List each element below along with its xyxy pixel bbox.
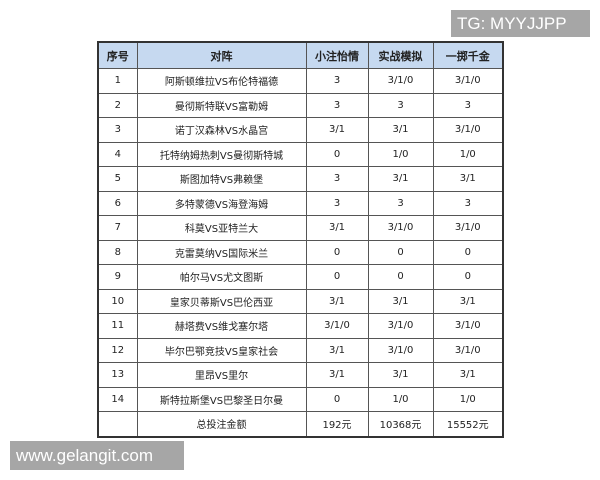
table-cell: 0 [432,239,504,265]
table-cell: 斯图加特VS弗赖堡 [136,166,307,192]
table-row: 13 里昂VS里尔 3/1 3/1 3/1 [97,362,504,388]
table-cell: 帕尔马VS尤文图斯 [136,264,307,290]
table-cell: 3/1 [432,166,504,192]
table-cell: 3 [305,190,369,216]
table-cell: 3/1 [432,288,504,314]
table-row: 6 多特蒙德VS海登海姆 3 3 3 [97,190,504,216]
table-cell: 9 [97,264,138,290]
table-cell: 3/1/0 [432,337,504,363]
table-cell: 3/1/0 [367,313,434,339]
table-cell: 3 [305,166,369,192]
table-cell: 0 [305,264,369,290]
table-cell: 1/0 [432,141,504,167]
column-header: 小注怡情 [305,41,369,69]
table-cell: 5 [97,166,138,192]
table-cell: 3/1/0 [432,117,504,143]
table-cell: 1/0 [367,141,434,167]
table-cell: 0 [305,386,369,412]
table-row: 10 皇家贝蒂斯VS巴伦西亚 3/1 3/1 3/1 [97,288,504,314]
betting-table: 序号 对阵 小注怡情 实战模拟 一掷千金 1 阿斯顿维拉VS布伦特福德 3 3/1/0 3/1/… [97,41,504,438]
table-cell: 10 [97,288,138,314]
table-row: 14 斯特拉斯堡VS巴黎圣日尔曼 0 1/0 1/0 [97,386,504,412]
total-value: 15552元 [432,411,504,437]
table-row: 3 诺丁汉森林VS水晶宫 3/1 3/1 3/1/0 [97,117,504,143]
table-cell: 0 [432,264,504,290]
table-cell: 2 [97,92,138,118]
table-cell: 3/1 [367,288,434,314]
table-cell: 12 [97,337,138,363]
table-cell: 11 [97,313,138,339]
table-cell: 3/1 [305,215,369,241]
table-row: 4 托特纳姆热刺VS曼彻斯特城 0 1/0 1/0 [97,141,504,167]
table-cell: 3/1/0 [432,68,504,94]
table-cell: 3 [305,92,369,118]
table-cell: 毕尔巴鄂竞技VS皇家社会 [136,337,307,363]
table-cell: 6 [97,190,138,216]
table-row: 5 斯图加特VS弗赖堡 3 3/1 3/1 [97,166,504,192]
total-row: 总投注金额 192元 10368元 15552元 [97,411,504,437]
table-cell: 托特纳姆热刺VS曼彻斯特城 [136,141,307,167]
table-cell: 3/1/0 [305,313,369,339]
table-row: 7 科莫VS亚特兰大 3/1 3/1/0 3/1/0 [97,215,504,241]
table-cell: 3 [367,92,434,118]
table-cell: 0 [305,141,369,167]
watermark-tg: TG: MYYJJPP [451,10,590,37]
table-cell: 1/0 [367,386,434,412]
table-cell: 3 [305,68,369,94]
table-cell: 赫塔费VS维戈塞尔塔 [136,313,307,339]
table-cell: 3 [432,92,504,118]
column-header: 实战模拟 [367,41,434,69]
table-cell: 克雷莫纳VS国际米兰 [136,239,307,265]
table-row: 9 帕尔马VS尤文图斯 0 0 0 [97,264,504,290]
table-cell [97,411,138,437]
table-cell: 斯特拉斯堡VS巴黎圣日尔曼 [136,386,307,412]
table-cell: 7 [97,215,138,241]
table-cell: 3 [97,117,138,143]
table-cell: 科莫VS亚特兰大 [136,215,307,241]
table-cell: 0 [305,239,369,265]
table-cell: 0 [367,264,434,290]
column-header: 序号 [97,41,138,69]
table-row: 12 毕尔巴鄂竞技VS皇家社会 3/1 3/1/0 3/1/0 [97,337,504,363]
table-cell: 14 [97,386,138,412]
table-cell: 多特蒙德VS海登海姆 [136,190,307,216]
table-cell: 3/1/0 [367,68,434,94]
table-cell: 3 [432,190,504,216]
table-cell: 13 [97,362,138,388]
table-cell: 3/1 [305,337,369,363]
table-row: 2 曼彻斯特联VS富勒姆 3 3 3 [97,92,504,118]
table-cell: 阿斯顿维拉VS布伦特福德 [136,68,307,94]
total-label: 总投注金额 [136,411,307,437]
table-cell: 诺丁汉森林VS水晶宫 [136,117,307,143]
table-header-row: 序号 对阵 小注怡情 实战模拟 一掷千金 [97,41,504,69]
table-cell: 皇家贝蒂斯VS巴伦西亚 [136,288,307,314]
table-row: 11 赫塔费VS维戈塞尔塔 3/1/0 3/1/0 3/1/0 [97,313,504,339]
table-cell: 3/1 [305,362,369,388]
table-cell: 曼彻斯特联VS富勒姆 [136,92,307,118]
table-cell: 3/1 [305,117,369,143]
table-cell: 3/1 [367,117,434,143]
column-header: 一掷千金 [432,41,504,69]
table-cell: 3/1 [305,288,369,314]
table-cell: 3 [367,190,434,216]
table-cell: 1 [97,68,138,94]
table-cell: 3/1/0 [432,313,504,339]
total-value: 192元 [305,411,369,437]
total-value: 10368元 [367,411,434,437]
table-cell: 3/1/0 [367,215,434,241]
table-cell: 3/1/0 [432,215,504,241]
table-cell: 1/0 [432,386,504,412]
table-cell: 4 [97,141,138,167]
table-cell: 里昂VS里尔 [136,362,307,388]
table-cell: 0 [367,239,434,265]
watermark-site: www.gelangit.com [10,441,184,470]
table-cell: 3/1 [367,362,434,388]
table-cell: 3/1/0 [367,337,434,363]
table-row: 8 克雷莫纳VS国际米兰 0 0 0 [97,239,504,265]
table-cell: 3/1 [432,362,504,388]
table-row: 1 阿斯顿维拉VS布伦特福德 3 3/1/0 3/1/0 [97,68,504,94]
column-header: 对阵 [136,41,307,69]
table-cell: 3/1 [367,166,434,192]
table-cell: 8 [97,239,138,265]
